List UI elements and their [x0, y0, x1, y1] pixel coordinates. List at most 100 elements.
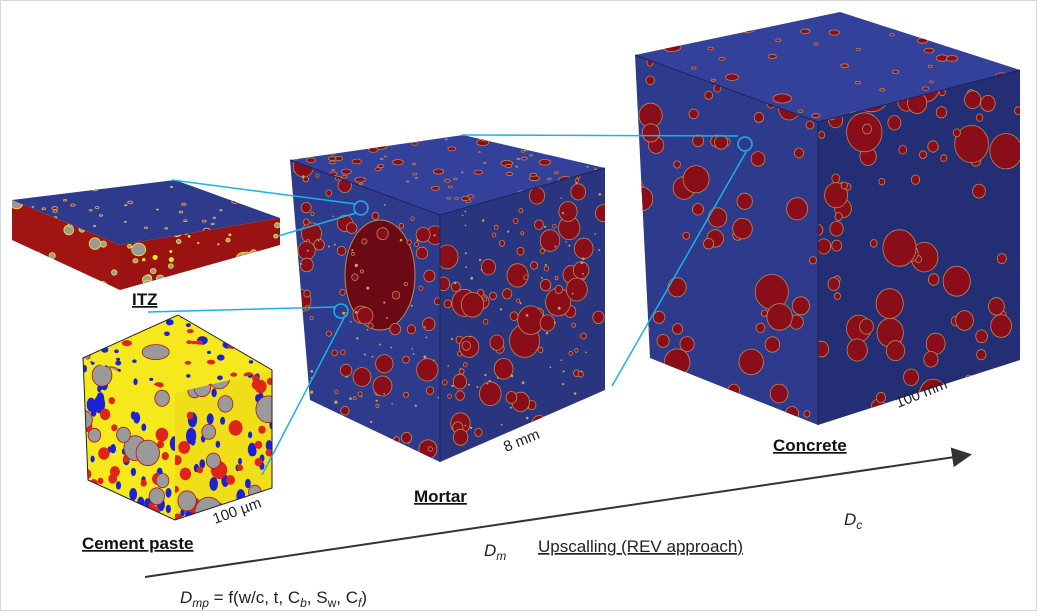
- inclusion: [133, 378, 138, 386]
- inclusion: [990, 314, 1012, 338]
- inclusion: [329, 146, 333, 149]
- inclusion: [641, 123, 660, 143]
- inclusion: [588, 443, 594, 449]
- inclusion: [309, 315, 314, 321]
- inclusion: [89, 492, 96, 503]
- inclusion: [311, 434, 314, 437]
- inclusion: [476, 385, 479, 388]
- inclusion: [515, 165, 519, 168]
- inclusion: [954, 125, 989, 164]
- inclusion: [152, 254, 158, 260]
- inclusion: [412, 353, 415, 355]
- inclusion: [437, 396, 440, 399]
- inclusion: [64, 184, 69, 187]
- inclusion: [935, 106, 948, 119]
- inclusion: [510, 406, 512, 409]
- inclusion: [332, 215, 335, 218]
- inclusion: [565, 277, 588, 302]
- inclusion: [461, 340, 471, 351]
- inclusion: [989, 133, 1020, 170]
- inclusion: [177, 490, 197, 512]
- inclusion: [303, 144, 308, 148]
- inclusion: [493, 357, 514, 380]
- inclusion: [155, 208, 159, 211]
- inclusion: [336, 245, 347, 256]
- inclusion: [662, 42, 682, 53]
- inclusion: [925, 332, 946, 355]
- inclusion: [554, 171, 559, 175]
- inclusion: [313, 452, 315, 455]
- inclusion: [557, 306, 561, 310]
- inclusion: [446, 197, 452, 200]
- inclusion: [818, 238, 832, 255]
- inclusion: [290, 410, 301, 427]
- inclusion: [440, 244, 459, 270]
- inclusion: [133, 504, 139, 514]
- inclusion: [132, 258, 139, 264]
- inclusion: [601, 156, 605, 159]
- inclusion: [707, 207, 728, 228]
- inclusion: [352, 367, 372, 387]
- inclusion: [248, 360, 254, 364]
- inclusion: [255, 323, 261, 327]
- itz-side-face: [120, 218, 280, 290]
- inclusion: [250, 249, 258, 256]
- inclusion: [893, 22, 910, 31]
- inclusion: [517, 305, 544, 335]
- inclusion: [753, 112, 765, 123]
- inclusion: [942, 265, 971, 297]
- inclusion: [570, 183, 586, 201]
- inclusion: [117, 315, 139, 323]
- scale-connectors: [147, 134, 753, 476]
- inclusion: [13, 188, 17, 191]
- inclusion: [477, 151, 481, 154]
- inclusion: [266, 286, 272, 290]
- inclusion: [972, 183, 986, 199]
- inclusion: [891, 69, 900, 74]
- inclusion: [450, 281, 461, 293]
- inclusion: [500, 423, 503, 426]
- inclusion: [460, 195, 470, 201]
- inclusion: [300, 202, 312, 214]
- inclusion: [718, 56, 726, 61]
- inclusion: [372, 375, 393, 397]
- inclusion: [425, 386, 435, 395]
- inclusion: [1011, 12, 1020, 16]
- inclusion: [516, 246, 525, 256]
- inclusion: [179, 467, 192, 481]
- inclusion: [996, 253, 1007, 265]
- inclusion: [329, 160, 336, 165]
- inclusion: [183, 287, 188, 290]
- inclusion: [586, 165, 589, 168]
- inclusion: [199, 459, 206, 469]
- inclusion: [327, 156, 337, 161]
- inclusion: [737, 406, 748, 418]
- inclusion: [570, 453, 580, 462]
- inclusion: [292, 156, 299, 161]
- inclusion: [597, 146, 602, 149]
- inclusion: [488, 379, 491, 383]
- inclusion: [378, 343, 381, 346]
- upscaling-label: Upscalling (REV approach): [538, 537, 743, 556]
- inclusion: [453, 177, 458, 181]
- inclusion: [590, 449, 599, 458]
- inclusion: [725, 73, 739, 81]
- label-cement-paste: Cement paste: [82, 534, 193, 553]
- inclusion: [116, 426, 131, 443]
- inclusion: [869, 239, 878, 248]
- inclusion: [539, 314, 556, 332]
- inclusion: [415, 227, 431, 243]
- cement-paste-top-face: [83, 315, 272, 393]
- inclusion: [529, 154, 533, 157]
- itz-slab: [12, 180, 280, 290]
- inclusion: [383, 204, 386, 206]
- inclusion: [554, 245, 557, 248]
- inclusion: [220, 416, 226, 425]
- inclusion: [398, 222, 405, 229]
- inclusion: [186, 329, 194, 334]
- inclusion: [354, 176, 366, 183]
- inclusion: [95, 280, 108, 290]
- inclusion: [575, 178, 580, 183]
- inclusion: [310, 211, 315, 216]
- inclusion: [785, 406, 799, 421]
